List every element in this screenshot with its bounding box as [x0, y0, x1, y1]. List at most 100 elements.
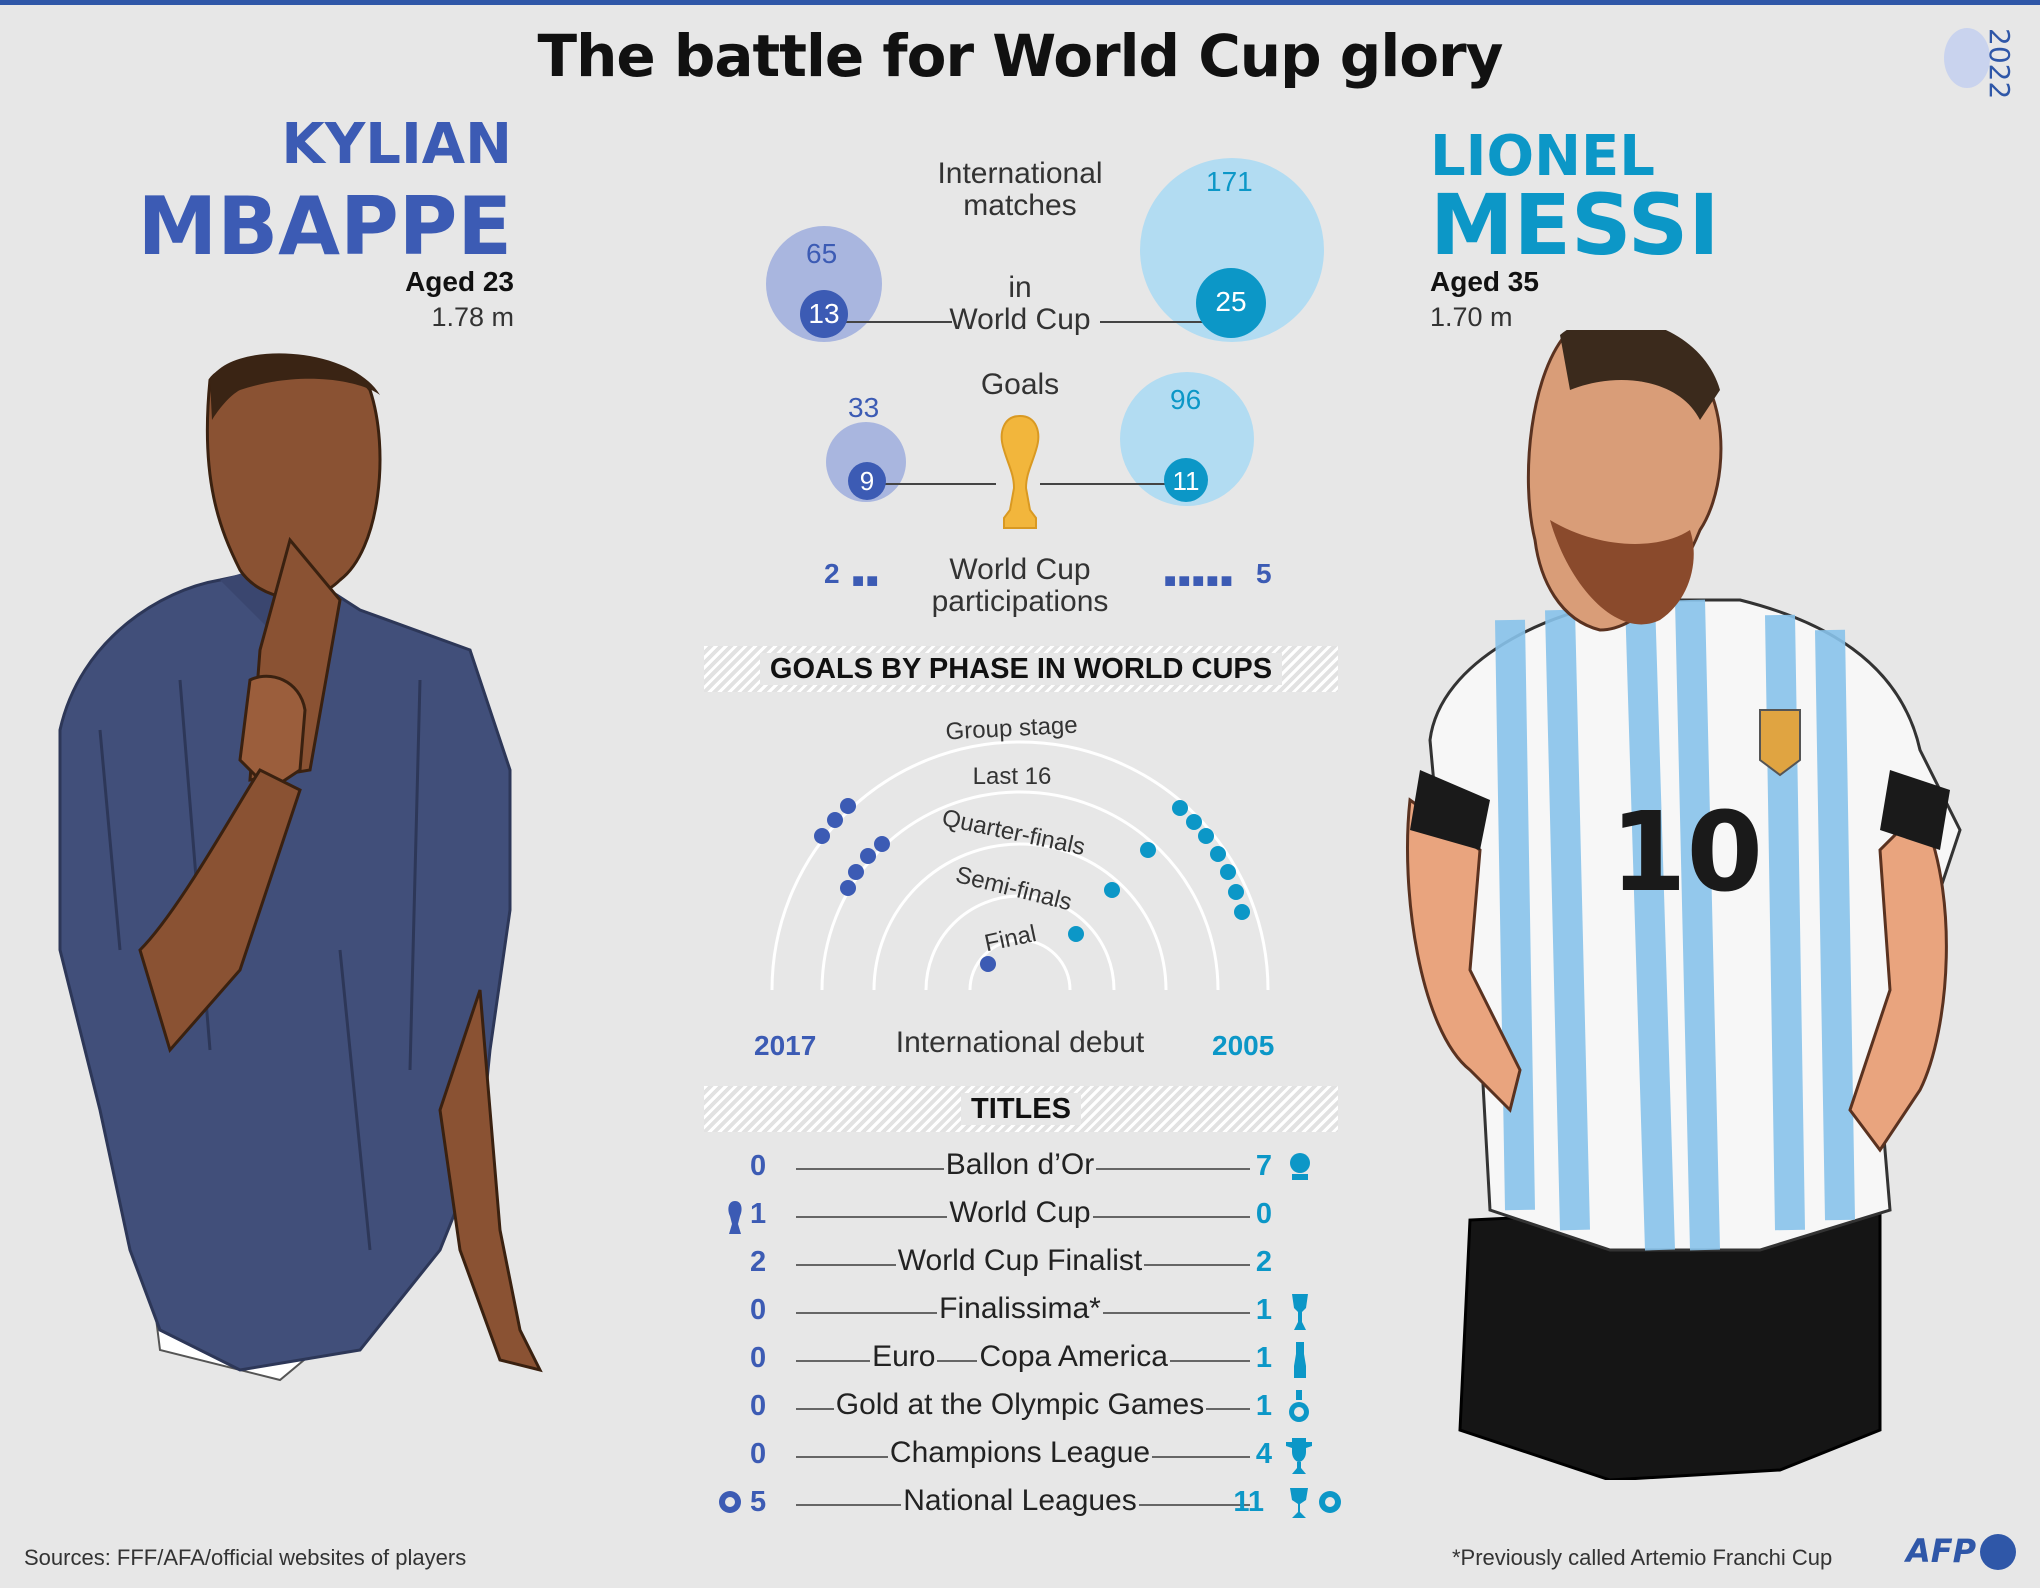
titles-row-ballon-dor: 0 Ballon d’Or 7	[720, 1148, 1320, 1188]
copa-america-trophy-icon	[1294, 1342, 1306, 1378]
euro-label: Euro	[870, 1340, 938, 1373]
olympic-medal-icon	[1289, 1390, 1309, 1422]
world-cup-2022-logo: 2022	[1934, 28, 2016, 99]
messi-wc-goals: 11	[1172, 466, 1200, 496]
mbappe-illustration	[58, 353, 543, 1382]
messi-title-count: 0	[1255, 1198, 1272, 1230]
messi-age: Aged 35	[1430, 266, 1539, 297]
messi-wc-matches-dot	[1196, 268, 1266, 338]
title-label: Ballon d’Or	[943, 1148, 1097, 1181]
wc-matches-connectors	[840, 321, 1204, 323]
league-trophy-icon	[1290, 1488, 1308, 1518]
participations-label: World Cup participations	[931, 553, 1109, 618]
svg-text:10: 10	[1610, 788, 1763, 916]
mbappe-wc-matches: 13	[808, 298, 840, 329]
ligue1-badge-icon	[719, 1491, 741, 1513]
mbappe-participations: 2	[824, 558, 840, 589]
mbappe-debut-year: 2017	[754, 1030, 817, 1061]
mbappe-wc-goals: 9	[859, 466, 875, 496]
titles-row-world-cup: 1 World Cup 0	[720, 1196, 1320, 1236]
phase-label-final: Final	[982, 920, 1039, 957]
page-title: The battle for World Cup glory	[537, 22, 1504, 90]
messi-title-count: 2	[1255, 1246, 1272, 1278]
afp-logo: AFP	[1906, 1532, 1977, 1570]
finalissima-footnote: *Previously called Artemio Franchi Cup	[1452, 1545, 1833, 1570]
mbappe-goal-dot	[848, 864, 864, 880]
mbappe-title-count: 0	[750, 1342, 767, 1374]
title-label: Champions League	[887, 1436, 1153, 1469]
mbappe-participation-squares: ■■	[852, 570, 881, 592]
title-label: World Cup	[947, 1196, 1093, 1229]
mbappe-goal-dot	[840, 880, 856, 896]
liga-badge-icon	[1319, 1491, 1341, 1513]
phase-label-group-stage: Group stage	[945, 712, 1078, 746]
messi-title-count: 7	[1255, 1150, 1272, 1182]
mbappe-title-count: 0	[750, 1294, 767, 1326]
football-icon	[1944, 28, 1990, 88]
intl-matches-label: International matches	[937, 157, 1103, 222]
debut-label: International debut	[895, 1026, 1145, 1059]
messi-wc-matches: 25	[1215, 286, 1247, 317]
mbappe-first-name: KYLIAN	[281, 112, 512, 177]
messi-goal-dot	[1186, 814, 1202, 830]
messi-matches: 171	[1206, 166, 1253, 197]
titles-row-world-cup-finalist: 2 World Cup Finalist 2	[720, 1244, 1320, 1284]
mbappe-goal-dot	[840, 798, 856, 814]
messi-first-name: LIONEL	[1430, 124, 1655, 189]
finalissima-trophy-icon	[1292, 1294, 1308, 1330]
messi-goal-dot	[1234, 904, 1250, 920]
ballon-dor-icon	[1290, 1153, 1310, 1180]
goals-label: Goals	[980, 368, 1060, 401]
messi-goal-dot	[1140, 842, 1156, 858]
goals-by-phase-heading: GOALS BY PHASE IN WORLD CUPS	[704, 646, 1338, 692]
in-world-cup-label: in World Cup	[949, 271, 1091, 336]
titles-row-euro-copa: 0 Euro Copa America 1	[720, 1340, 1320, 1380]
titles-row-national-leagues: 5 National Leagues 11	[719, 1484, 1341, 1524]
messi-debut-year: 2005	[1212, 1030, 1275, 1061]
mbappe-goal-dot	[814, 828, 830, 844]
world-cup-trophy-icon	[1000, 414, 1040, 529]
messi-title-count: 11	[1233, 1486, 1264, 1518]
afp-logo-dot	[1980, 1534, 2016, 1570]
mbappe-goal-dot	[874, 836, 890, 852]
titles-row-olympic-gold: 0 Gold at the Olympic Games 1	[720, 1388, 1320, 1428]
mbappe-goal-dot	[827, 812, 843, 828]
messi-goal-dot	[1220, 864, 1236, 880]
mbappe-goal-dot	[860, 848, 876, 864]
mbappe-title-count: 0	[750, 1438, 767, 1470]
champions-league-trophy-icon	[1286, 1438, 1312, 1474]
messi-goal-dot	[1104, 882, 1120, 898]
messi-title-count: 4	[1255, 1438, 1272, 1470]
title-label: Gold at the Olympic Games	[833, 1388, 1207, 1421]
title-label: National Leagues	[901, 1484, 1139, 1517]
goals-by-phase-arcs: Group stage Last 16 Quarter-finals Semi-…	[770, 712, 1270, 991]
titles-heading: TITLES	[704, 1086, 1338, 1132]
messi-illustration: 10	[1406, 330, 1962, 1480]
mbappe-goals: 33	[848, 392, 880, 423]
mbappe-title-count: 5	[750, 1486, 767, 1518]
messi-participation-squares: ■■■■■	[1164, 570, 1235, 592]
title-label: World Cup Finalist	[895, 1244, 1145, 1277]
messi-title-count: 1	[1255, 1294, 1272, 1326]
world-cup-icon	[728, 1201, 742, 1234]
messi-title-count: 1	[1255, 1390, 1272, 1422]
mbappe-title-count: 0	[750, 1150, 767, 1182]
mbappe-matches: 65	[806, 238, 838, 269]
top-accent-bar	[0, 0, 2040, 5]
messi-title-count: 1	[1255, 1342, 1272, 1374]
mbappe-title-count: 2	[750, 1246, 767, 1278]
mbappe-title-count: 1	[750, 1198, 767, 1230]
copa-america-label: Copa America	[977, 1340, 1170, 1373]
phase-label-quarter-finals: Quarter-finals	[940, 804, 1088, 861]
phase-label-last-16: Last 16	[973, 763, 1052, 790]
mbappe-height: 1.78 m	[431, 302, 514, 332]
messi-wc-goals-dot	[1164, 458, 1208, 502]
title-label: Finalissima*	[937, 1292, 1103, 1325]
mbappe-goal-dot	[980, 956, 996, 972]
mbappe-age: Aged 23	[405, 266, 514, 297]
titles-row-finalissima: 0 Finalissima* 1	[720, 1292, 1320, 1332]
messi-participations: 5	[1256, 558, 1272, 589]
messi-goals: 96	[1170, 384, 1202, 415]
mbappe-last-name: MBAPPE	[137, 180, 512, 273]
wc-goals-connectors	[880, 483, 1180, 485]
